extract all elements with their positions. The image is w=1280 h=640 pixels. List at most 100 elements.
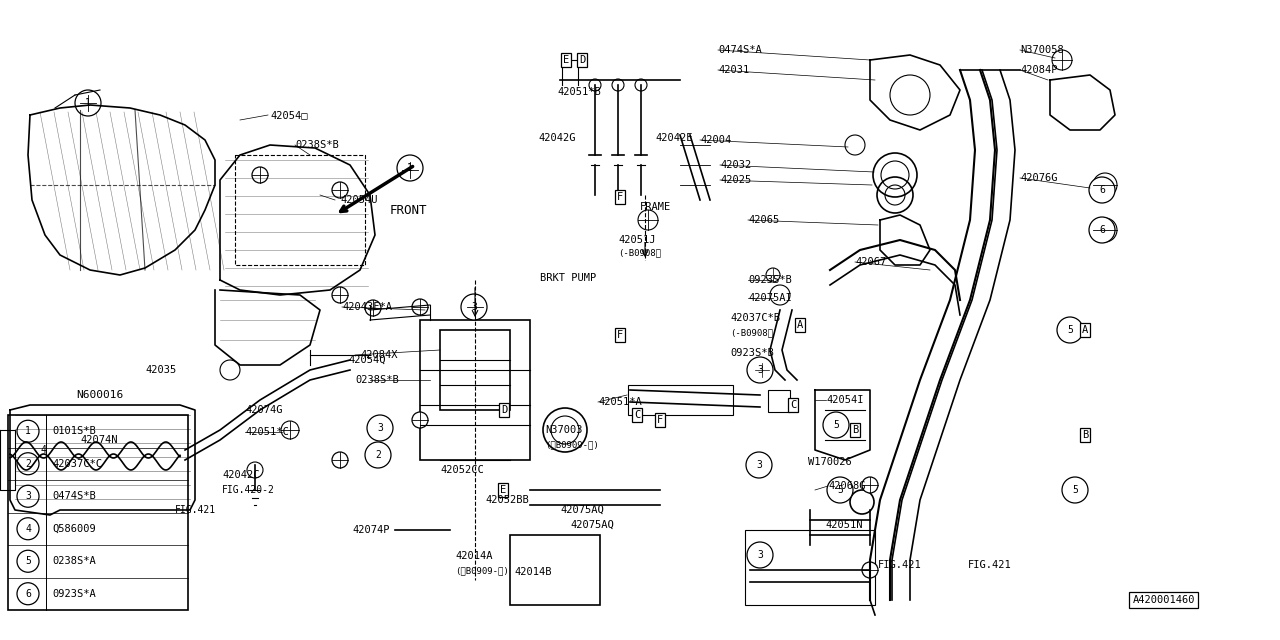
Text: 1: 1 xyxy=(26,426,31,436)
Circle shape xyxy=(1089,217,1115,243)
Text: 42031: 42031 xyxy=(718,65,749,75)
Text: E: E xyxy=(500,485,506,495)
Circle shape xyxy=(1093,218,1117,242)
Circle shape xyxy=(1057,317,1083,343)
Text: 42004: 42004 xyxy=(700,135,731,145)
Text: D: D xyxy=(579,55,585,65)
Text: 42074G: 42074G xyxy=(244,405,283,415)
Circle shape xyxy=(282,421,300,439)
Text: 42051*C: 42051*C xyxy=(244,427,289,437)
Text: FIG.420-2: FIG.420-2 xyxy=(221,485,275,495)
Text: 42075AQ: 42075AQ xyxy=(570,520,613,530)
Circle shape xyxy=(845,135,865,155)
Circle shape xyxy=(543,408,588,452)
Bar xyxy=(745,530,876,605)
Text: 0238S*B: 0238S*B xyxy=(294,140,339,150)
Text: C: C xyxy=(634,410,640,420)
Circle shape xyxy=(247,462,262,478)
Text: (-B0908〉: (-B0908〉 xyxy=(730,328,773,337)
Text: (〈B0909-〉): (〈B0909-〉) xyxy=(545,440,599,449)
Text: FIG.421: FIG.421 xyxy=(968,560,1011,570)
Bar xyxy=(420,320,530,460)
Text: 42054I: 42054I xyxy=(826,395,864,405)
Text: E: E xyxy=(563,55,570,65)
Text: 42014B: 42014B xyxy=(515,567,552,577)
Circle shape xyxy=(412,299,428,315)
Text: 42076G: 42076G xyxy=(1020,173,1057,183)
Circle shape xyxy=(1052,50,1073,70)
Text: 0474S*A: 0474S*A xyxy=(718,45,762,55)
Text: N37003: N37003 xyxy=(545,425,582,435)
Circle shape xyxy=(332,287,348,303)
Text: 42052CC: 42052CC xyxy=(440,465,484,475)
Text: 42051*A: 42051*A xyxy=(598,397,641,407)
Text: FIG.421: FIG.421 xyxy=(175,505,216,515)
Text: 42051*B: 42051*B xyxy=(557,87,600,97)
Text: FRONT: FRONT xyxy=(390,204,428,216)
Circle shape xyxy=(397,155,422,181)
Text: N600016: N600016 xyxy=(77,390,124,400)
Circle shape xyxy=(765,268,780,282)
Circle shape xyxy=(635,79,646,91)
Circle shape xyxy=(589,79,602,91)
Text: 5: 5 xyxy=(1068,325,1073,335)
Circle shape xyxy=(467,299,483,315)
Text: W170026: W170026 xyxy=(808,457,851,467)
Circle shape xyxy=(461,294,486,320)
Text: 2: 2 xyxy=(375,450,381,460)
Text: F: F xyxy=(617,330,623,340)
Circle shape xyxy=(771,285,790,305)
Circle shape xyxy=(402,162,419,178)
Circle shape xyxy=(76,90,101,116)
Circle shape xyxy=(17,518,38,540)
Circle shape xyxy=(17,550,38,572)
Text: 0474S*B: 0474S*B xyxy=(52,492,96,501)
Text: 0923S*B: 0923S*B xyxy=(730,348,773,358)
Text: 42075AQ: 42075AQ xyxy=(561,505,604,515)
Text: 3: 3 xyxy=(756,550,763,560)
Text: 4: 4 xyxy=(26,524,31,534)
Text: (-B0908〉: (-B0908〉 xyxy=(618,248,660,257)
Text: C: C xyxy=(790,400,796,410)
Circle shape xyxy=(746,452,772,478)
Circle shape xyxy=(1062,477,1088,503)
Text: 0923S*B: 0923S*B xyxy=(748,275,792,285)
Text: 42065: 42065 xyxy=(748,215,780,225)
Circle shape xyxy=(1089,177,1115,203)
Text: 42042E: 42042E xyxy=(655,133,692,143)
Circle shape xyxy=(365,442,390,468)
Circle shape xyxy=(412,412,428,428)
Bar xyxy=(768,390,790,412)
Text: 4: 4 xyxy=(40,445,46,455)
Text: 42042C: 42042C xyxy=(221,470,260,480)
Circle shape xyxy=(17,420,38,442)
Text: 0238S*A: 0238S*A xyxy=(52,556,96,566)
Text: 42025: 42025 xyxy=(721,175,751,185)
Circle shape xyxy=(252,167,268,183)
Circle shape xyxy=(637,210,658,230)
Text: 42052BB: 42052BB xyxy=(485,495,529,505)
Text: 42035: 42035 xyxy=(145,365,177,375)
Text: 42042G: 42042G xyxy=(538,133,576,143)
Text: A420001460: A420001460 xyxy=(1133,595,1196,605)
Text: 42068G: 42068G xyxy=(828,481,865,491)
Text: 3: 3 xyxy=(756,460,762,470)
Bar xyxy=(440,330,509,410)
Text: 42074N: 42074N xyxy=(81,435,118,445)
Text: A: A xyxy=(1082,325,1088,335)
Text: 42084X: 42084X xyxy=(360,350,398,360)
Text: 42067: 42067 xyxy=(855,257,886,267)
Circle shape xyxy=(367,415,393,441)
Text: 42043F*A: 42043F*A xyxy=(342,302,392,312)
Bar xyxy=(628,385,733,415)
Text: 42037C*C: 42037C*C xyxy=(52,459,102,468)
Text: 6: 6 xyxy=(26,589,31,599)
Text: D: D xyxy=(500,405,507,415)
Text: FRAME: FRAME xyxy=(640,202,671,212)
Text: 5: 5 xyxy=(1073,485,1078,495)
Text: 6: 6 xyxy=(1100,185,1105,195)
Text: 42051N: 42051N xyxy=(826,520,863,530)
Text: 5: 5 xyxy=(833,420,838,430)
Text: 5: 5 xyxy=(837,485,844,495)
Text: 5: 5 xyxy=(26,556,31,566)
